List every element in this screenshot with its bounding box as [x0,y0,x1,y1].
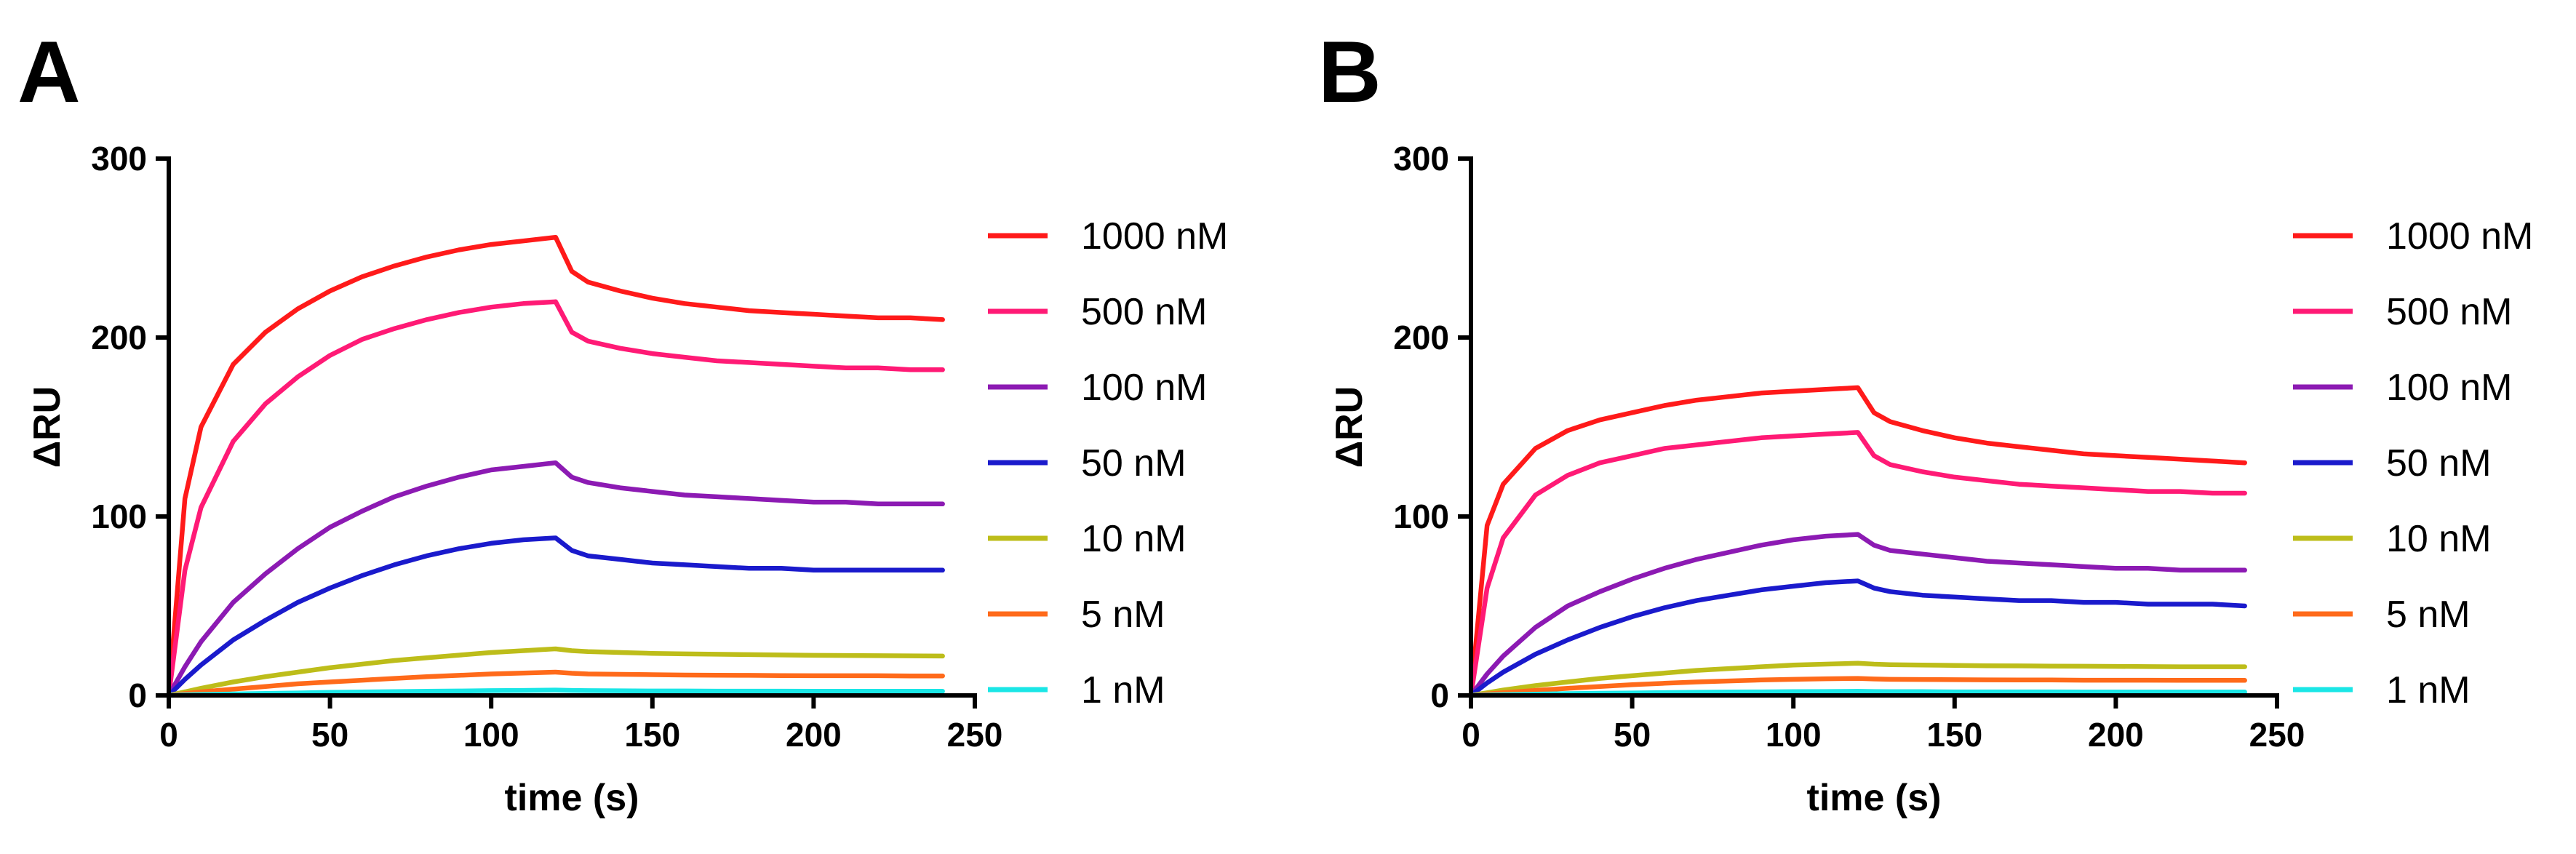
series-line-100-nm [166,460,945,698]
x-tick-label: 0 [1462,716,1480,754]
series-line-1000-nm [1468,385,2247,698]
y-tick-label: 0 [128,677,147,714]
x-tick-label: 100 [463,716,519,754]
y-tick-label: 300 [91,140,147,177]
y-tick-label: 200 [91,319,147,356]
y-tick-label: 300 [1393,140,1449,177]
x-tick-label: 200 [2088,716,2144,754]
legend: 1000 nM 500 nM 100 nM 50 nM 10 nM 5 nM 1 nM [988,215,1228,711]
series-line-500-nm [166,299,945,698]
series-line-50-nm [1468,578,2247,698]
legend-entry-label: 1 nM [1081,669,1165,711]
y-tick-label: 100 [91,498,147,535]
legend-entry-label: 5 nM [2386,594,2471,636]
chart-panel-a: A 0 50 100 150 200 250 0 100 200 300 time (s) ΔRU 100… [17,23,1228,819]
x-axis-title: time (s) [505,777,639,819]
series-line-500-nm [1468,430,2247,698]
series-line-1000-nm [166,234,945,698]
x-tick-label: 50 [311,716,348,754]
x-tick-label: 200 [786,716,842,754]
panel-label: B [1318,23,1381,121]
legend-entry-label: 100 nM [1081,367,1207,409]
y-tick-label: 200 [1393,319,1449,356]
legend: 1000 nM 500 nM 100 nM 50 nM 10 nM 5 nM 1 nM [2293,215,2533,711]
legend-entry-label: 10 nM [2386,518,2492,560]
legend-entry-label: 500 nM [1081,291,1207,333]
panels: A 0 50 100 150 200 250 0 100 200 300 time (s) ΔRU 100… [17,23,2533,819]
legend-entry-label: 1000 nM [2386,215,2533,258]
legend-entry-label: 50 nM [1081,442,1187,484]
legend-entry-label: 50 nM [2386,442,2492,484]
series-group [1468,385,2247,698]
series-line-10-nm [166,646,945,698]
x-tick-label: 150 [624,716,680,754]
y-axis-title: ΔRU [26,386,68,468]
x-tick-label: 100 [1766,716,1822,754]
legend-entry-label: 100 nM [2386,367,2512,409]
y-tick-label: 100 [1393,498,1449,535]
legend-entry-label: 5 nM [1081,594,1165,636]
legend-entry-label: 10 nM [1081,518,1187,560]
series-line-10-nm [1468,661,2247,698]
panel-label: A [17,23,81,121]
series-line-100-nm [1468,532,2247,698]
series-line-5-nm [166,669,945,698]
x-tick-label: 250 [947,716,1003,754]
x-tick-label: 250 [2249,716,2305,754]
series-group [166,234,945,698]
y-axis-title: ΔRU [1328,386,1371,468]
legend-entry-label: 1 nM [2386,669,2471,711]
y-tick-label: 0 [1430,677,1449,714]
series-line-5-nm [1468,676,2247,698]
x-tick-label: 50 [1614,716,1651,754]
x-tick-label: 0 [159,716,178,754]
chart-panel-b: B 0 50 100 150 200 250 0 100 200 300 time (s) ΔRU 100… [1318,23,2533,819]
series-line-50-nm [166,535,945,698]
x-tick-label: 150 [1926,716,1982,754]
legend-entry-label: 500 nM [2386,291,2512,333]
legend-entry-label: 1000 nM [1081,215,1228,258]
x-axis-title: time (s) [1807,777,1942,819]
